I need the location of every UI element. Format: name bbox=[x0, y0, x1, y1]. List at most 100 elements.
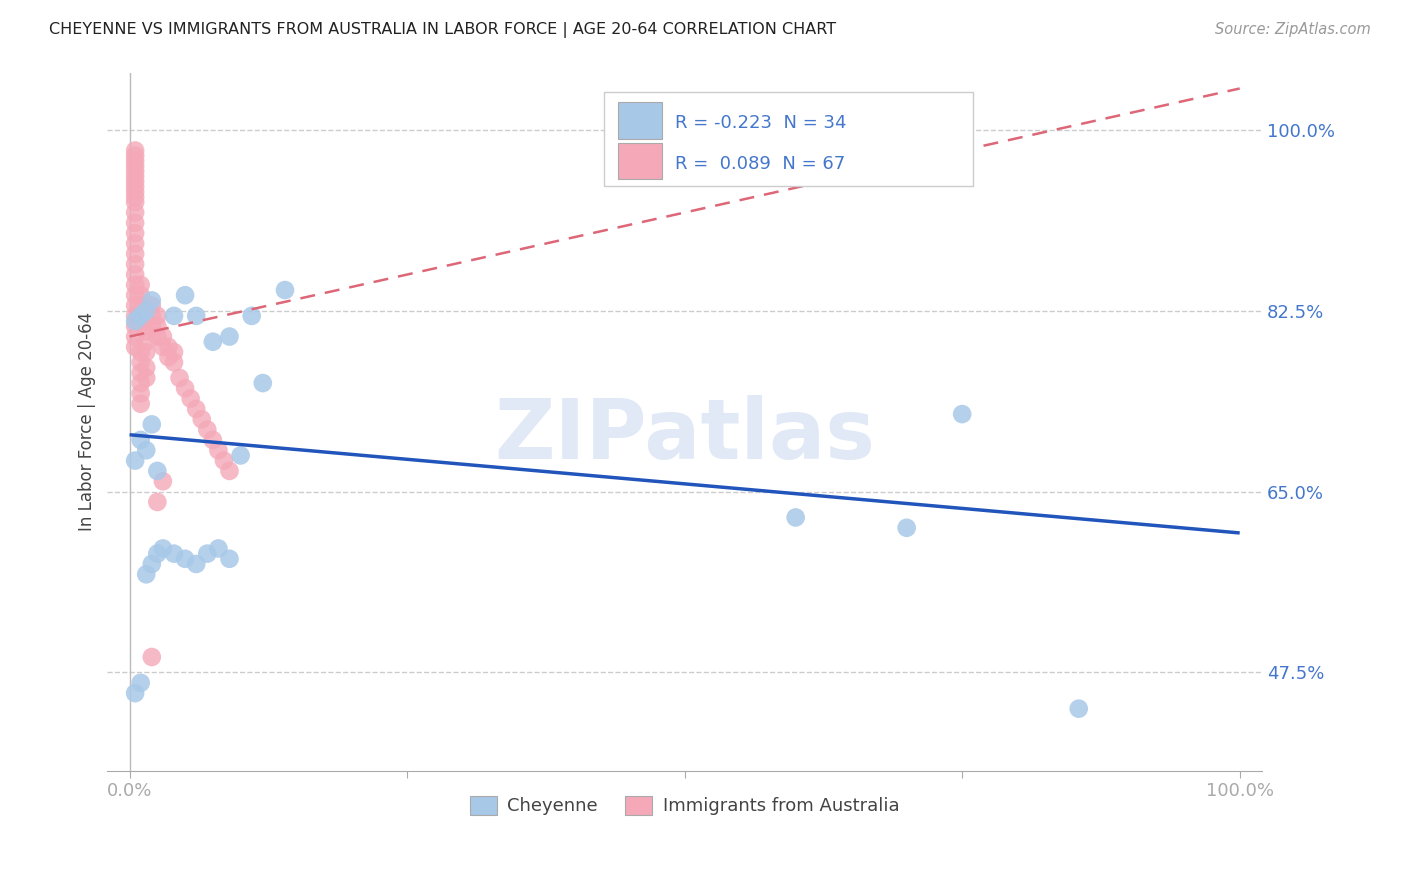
FancyBboxPatch shape bbox=[617, 143, 662, 179]
Point bbox=[124, 314, 146, 328]
Point bbox=[124, 179, 146, 194]
Point bbox=[124, 226, 146, 240]
Point bbox=[163, 355, 186, 369]
Point bbox=[896, 521, 918, 535]
Point bbox=[186, 401, 208, 416]
Point bbox=[124, 453, 146, 467]
Point bbox=[163, 309, 186, 323]
Point bbox=[240, 309, 263, 323]
Point bbox=[124, 169, 146, 184]
Point bbox=[190, 412, 212, 426]
Point bbox=[218, 551, 240, 566]
FancyBboxPatch shape bbox=[603, 92, 973, 186]
Point bbox=[274, 283, 297, 297]
Point bbox=[124, 153, 146, 168]
Point bbox=[129, 376, 152, 390]
Point bbox=[135, 303, 157, 318]
Point bbox=[129, 386, 152, 401]
Point bbox=[195, 423, 218, 437]
Point bbox=[152, 340, 174, 354]
Point bbox=[129, 299, 152, 313]
Y-axis label: In Labor Force | Age 20-64: In Labor Force | Age 20-64 bbox=[79, 312, 96, 532]
Point bbox=[141, 299, 163, 313]
Text: R =  0.089  N = 67: R = 0.089 N = 67 bbox=[675, 154, 845, 173]
Point bbox=[124, 236, 146, 251]
Point bbox=[146, 319, 169, 334]
Point bbox=[141, 557, 163, 571]
Point bbox=[129, 355, 152, 369]
FancyBboxPatch shape bbox=[617, 103, 662, 138]
Point bbox=[212, 453, 235, 467]
Point bbox=[207, 541, 229, 556]
Point bbox=[124, 159, 146, 173]
Point bbox=[141, 417, 163, 432]
Legend: Cheyenne, Immigrants from Australia: Cheyenne, Immigrants from Australia bbox=[461, 787, 908, 824]
Point bbox=[152, 329, 174, 343]
Point bbox=[124, 257, 146, 271]
Point bbox=[135, 303, 157, 318]
Point bbox=[135, 334, 157, 349]
Point bbox=[129, 433, 152, 447]
Text: R = -0.223  N = 34: R = -0.223 N = 34 bbox=[675, 114, 846, 132]
Point bbox=[124, 205, 146, 219]
Point bbox=[252, 376, 274, 390]
Point bbox=[135, 360, 157, 375]
Point bbox=[174, 381, 197, 395]
Point bbox=[124, 686, 146, 700]
Point bbox=[124, 190, 146, 204]
Point bbox=[950, 407, 973, 421]
Point bbox=[124, 174, 146, 188]
Point bbox=[135, 345, 157, 359]
Point bbox=[124, 149, 146, 163]
Point bbox=[146, 309, 169, 323]
Point bbox=[141, 319, 163, 334]
Point bbox=[157, 340, 180, 354]
Text: CHEYENNE VS IMMIGRANTS FROM AUSTRALIA IN LABOR FORCE | AGE 20-64 CORRELATION CHA: CHEYENNE VS IMMIGRANTS FROM AUSTRALIA IN… bbox=[49, 22, 837, 38]
Point bbox=[141, 309, 163, 323]
Point bbox=[129, 345, 152, 359]
Point bbox=[124, 277, 146, 292]
Point bbox=[146, 547, 169, 561]
Point bbox=[1067, 701, 1090, 715]
Point bbox=[135, 443, 157, 458]
Point bbox=[124, 309, 146, 323]
Point bbox=[218, 464, 240, 478]
Point bbox=[124, 185, 146, 199]
Point bbox=[124, 216, 146, 230]
Point bbox=[180, 392, 202, 406]
Point bbox=[124, 164, 146, 178]
Point bbox=[135, 371, 157, 385]
Point bbox=[129, 366, 152, 380]
Point bbox=[124, 329, 146, 343]
Point bbox=[152, 475, 174, 489]
Point bbox=[174, 288, 197, 302]
Point bbox=[129, 309, 152, 323]
Point bbox=[124, 247, 146, 261]
Point bbox=[124, 319, 146, 334]
Point bbox=[135, 314, 157, 328]
Point bbox=[163, 345, 186, 359]
Point bbox=[186, 557, 208, 571]
Point bbox=[229, 449, 252, 463]
Point bbox=[124, 288, 146, 302]
Point bbox=[157, 350, 180, 364]
Point bbox=[218, 329, 240, 343]
Point bbox=[201, 433, 224, 447]
Point bbox=[124, 340, 146, 354]
Point bbox=[146, 495, 169, 509]
Point bbox=[141, 650, 163, 665]
Point bbox=[129, 676, 152, 690]
Point bbox=[169, 371, 191, 385]
Point bbox=[135, 567, 157, 582]
Point bbox=[207, 443, 229, 458]
Point bbox=[124, 268, 146, 282]
Point bbox=[785, 510, 807, 524]
Point bbox=[163, 547, 186, 561]
Point bbox=[201, 334, 224, 349]
Point bbox=[186, 309, 208, 323]
Point bbox=[129, 288, 152, 302]
Point bbox=[135, 325, 157, 339]
Text: ZIPatlas: ZIPatlas bbox=[494, 395, 875, 476]
Text: Source: ZipAtlas.com: Source: ZipAtlas.com bbox=[1215, 22, 1371, 37]
Point bbox=[146, 464, 169, 478]
